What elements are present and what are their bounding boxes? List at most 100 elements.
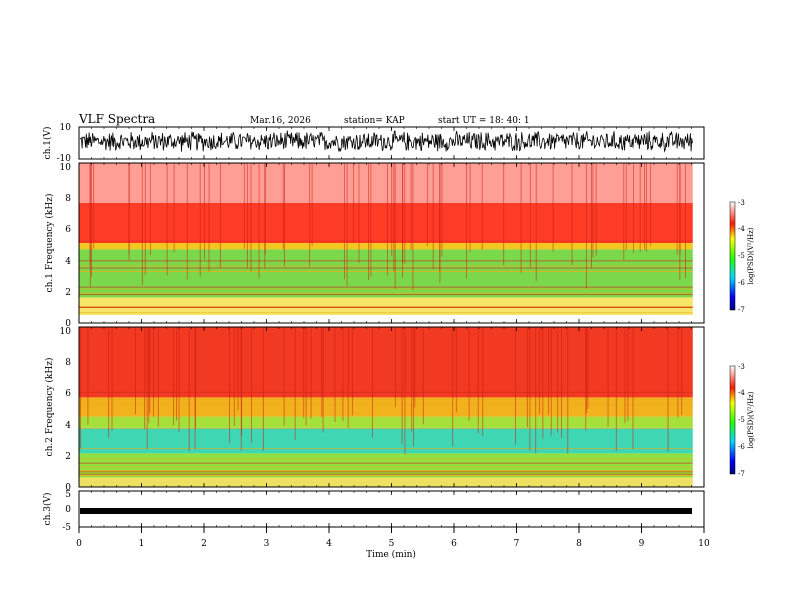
ch1-freq-tick-6: 6 <box>65 225 71 235</box>
spectrogram-streak <box>87 327 89 426</box>
spectrogram-streak <box>426 163 428 246</box>
spectrogram-line <box>79 293 693 295</box>
spectrogram-streak <box>153 327 154 418</box>
spectrogram-streak <box>358 163 360 263</box>
spectrogram-streak <box>305 327 307 426</box>
ch1-cbar-tick-6: -6 <box>738 279 745 287</box>
x-axis: 0 1 2 3 4 5 6 7 8 9 10 <box>76 127 710 549</box>
spectrogram-streak <box>529 163 531 269</box>
spectrogram-streak <box>538 327 540 414</box>
spectrogram-streak <box>592 163 594 258</box>
ch3-waveform-trace <box>80 508 692 514</box>
spectrogram-streak <box>681 327 683 415</box>
ch2-freq-tick-4: 4 <box>65 421 71 431</box>
spectrogram-streak <box>526 327 528 428</box>
spectrogram-streak <box>404 163 406 265</box>
spectrogram-streak <box>401 327 403 445</box>
spectrogram-streak <box>246 163 248 269</box>
spectrogram-streak <box>91 163 92 277</box>
spectrogram-streak <box>188 327 190 451</box>
spectrogram-streak <box>632 327 634 450</box>
spectrogram-streak <box>455 327 457 413</box>
spectrogram-streak <box>645 163 647 252</box>
spectrogram-streak <box>166 163 168 276</box>
spectrogram-streak <box>624 327 626 424</box>
spectrogram-streak <box>586 327 587 414</box>
ch1-spectrogram-panel: 10 8 6 4 2 0 ch.1 Frequency (kHz) -3 -4 … <box>44 162 755 329</box>
spectrogram-streak <box>667 327 669 452</box>
spectrogram-streak <box>194 327 196 450</box>
spectrogram-line <box>79 292 693 294</box>
ch3-ytick-top: 5 <box>65 490 71 500</box>
spectrogram-streak <box>178 327 180 432</box>
spectrogram-streak <box>441 163 443 257</box>
x-tick-label: 1 <box>139 539 145 549</box>
spectrogram-streak <box>595 163 597 256</box>
spectrogram-streak <box>141 163 143 286</box>
ch1-cbar-tick-5: -5 <box>738 252 745 260</box>
ch1-ytick-top: 10 <box>60 123 72 133</box>
spectrogram-streak <box>677 327 679 418</box>
ch2-cbar-tick-6: -6 <box>738 443 745 451</box>
spectrogram-streak <box>370 163 372 277</box>
spectrogram-streak <box>410 163 412 251</box>
ch3-ytick-bottom: -5 <box>62 523 71 533</box>
spectrogram-streak <box>404 327 406 455</box>
ch2-cbar-tick-3: -3 <box>738 363 745 371</box>
spectrogram-line <box>79 286 693 288</box>
ch1-freq-tick-10: 10 <box>60 163 72 173</box>
spectrogram-streak <box>587 327 589 409</box>
spectrogram-streak <box>411 327 413 432</box>
spectrogram-streak <box>342 327 344 422</box>
spectrogram-streak <box>311 163 313 246</box>
ch2-freq-ylabel: ch.2 Frequency (kHz) <box>44 358 55 457</box>
ch3-ylabel: ch.3(V) <box>42 493 53 526</box>
spectrogram-streak <box>685 163 686 279</box>
spectrogram-streak <box>414 327 416 408</box>
spectrogram-streak <box>108 327 110 438</box>
ch1-cbar-label: log(PSD)(V²/Hz) <box>747 227 755 284</box>
spectrogram-streak <box>679 163 681 281</box>
spectrogram-line <box>79 475 693 476</box>
x-tick-label: 9 <box>639 539 645 549</box>
ch2-cbar-tick-7: -7 <box>738 470 745 478</box>
spectrogram-streak <box>468 327 470 422</box>
spectrogram-streak <box>294 327 296 441</box>
spectrogram-line <box>79 462 693 464</box>
spectrogram-streak <box>80 327 82 449</box>
spectrogram-streak <box>264 163 266 269</box>
spectrogram-line <box>79 260 693 262</box>
x-axis-label: Time (min) <box>366 549 416 560</box>
ch1-spectrogram-image <box>79 163 704 323</box>
spectrogram-line <box>79 267 693 269</box>
spectrogram-band <box>79 249 693 298</box>
spectrogram-streak <box>623 163 625 261</box>
spectrogram-line <box>79 471 693 473</box>
spectrogram-streak <box>413 327 415 447</box>
start-time-label: start UT = 18: 40: 1 <box>438 116 530 126</box>
spectrogram-band <box>79 315 693 323</box>
spectrogram-streak <box>208 163 210 272</box>
spectrogram-streak <box>422 327 424 425</box>
spectrogram-streak <box>251 327 252 443</box>
spectrogram-line <box>79 306 693 307</box>
spectrogram-line <box>79 240 693 242</box>
spectrogram-line <box>79 398 693 400</box>
spectrogram-streak <box>149 163 151 255</box>
spectrogram-line <box>79 470 693 472</box>
spectrogram-line <box>79 288 693 290</box>
spectrogram-streak <box>585 163 587 289</box>
spectrogram-streak <box>204 163 206 259</box>
spectrogram-streak <box>393 163 395 272</box>
spectrogram-streak <box>219 163 221 268</box>
spectrogram-streak <box>520 163 522 273</box>
spectrogram-streak <box>452 327 454 447</box>
spectrogram-streak <box>309 163 311 267</box>
spectrogram-streak <box>503 163 505 266</box>
figure-title: VLF Spectra <box>78 112 155 126</box>
spectrogram-band <box>79 416 693 428</box>
spectrogram-streak <box>111 327 113 431</box>
spectrogram-band <box>79 397 693 417</box>
spectrogram-streak <box>128 163 130 261</box>
